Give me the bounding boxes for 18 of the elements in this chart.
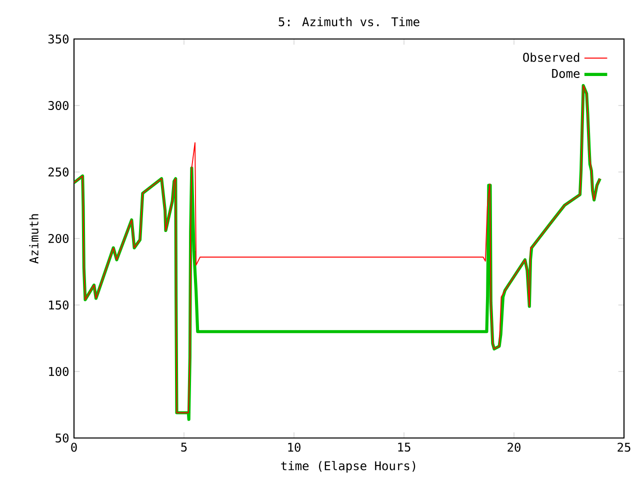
x-tick-label: 15 (398, 442, 410, 452)
y-tick-label: 50 (56, 433, 69, 443)
y-tick-label: 200 (48, 234, 69, 244)
y-tick-label: 250 (48, 167, 69, 177)
x-tick-label: 25 (618, 442, 630, 452)
x-tick-label: 0 (71, 442, 77, 452)
legend-label: Dome (552, 69, 580, 78)
y-tick-label: 350 (48, 34, 69, 44)
x-tick-label: 20 (508, 442, 520, 452)
x-axis-title: time (Elapse Hours) (281, 460, 416, 473)
chart-title: 5: Azimuth vs. Time (278, 17, 420, 26)
x-tick-label: 10 (288, 442, 300, 452)
y-tick-label: 300 (48, 100, 69, 110)
y-axis-title: Azimuth (29, 214, 38, 264)
y-tick-label: 100 (49, 366, 69, 376)
y-tick-label: 150 (49, 300, 69, 310)
legend-label: Observed (523, 52, 580, 62)
x-tick-label: 5 (181, 442, 187, 452)
